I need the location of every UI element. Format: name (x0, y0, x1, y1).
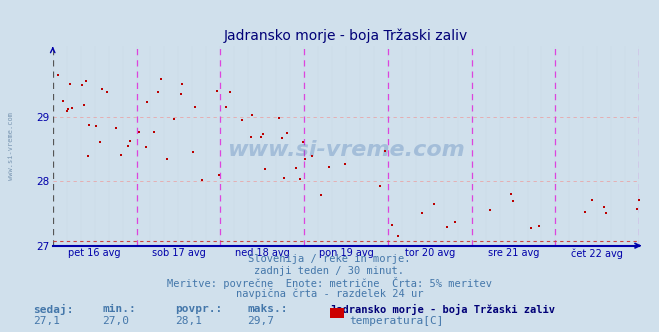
Point (111, 125, 121, 130)
Point (259, 167, 270, 172)
Point (506, 191, 517, 196)
Point (587, 197, 597, 203)
Point (84, 123, 95, 128)
Text: 27,1: 27,1 (33, 316, 60, 326)
Text: 29,7: 29,7 (247, 316, 274, 326)
Point (392, 233, 403, 238)
Text: Jadransko morje - boja Tržaski zaliv: Jadransko morje - boja Tržaski zaliv (330, 304, 554, 315)
Point (258, 131, 268, 137)
Point (634, 198, 645, 203)
Point (429, 201, 440, 206)
Text: temperatura[C]: temperatura[C] (349, 316, 444, 326)
Text: Slovenija / reke in morje.: Slovenija / reke in morje. (248, 254, 411, 264)
Point (79, 102, 90, 107)
Point (380, 148, 391, 153)
Text: maks.:: maks.: (247, 304, 287, 314)
Point (599, 205, 610, 210)
Point (149, 130, 159, 135)
Text: 27,0: 27,0 (102, 316, 129, 326)
Point (273, 115, 284, 121)
Point (125, 138, 135, 144)
Point (375, 183, 386, 188)
Text: povpr.:: povpr.: (175, 304, 222, 314)
Point (387, 222, 397, 227)
Point (95, 139, 105, 144)
Point (214, 172, 224, 178)
Point (245, 134, 256, 140)
Text: 28,1: 28,1 (175, 316, 202, 326)
Point (237, 118, 247, 123)
Point (295, 177, 305, 182)
Point (156, 76, 167, 82)
Point (247, 112, 258, 118)
Point (525, 226, 536, 231)
Point (140, 144, 151, 149)
Point (80, 79, 91, 84)
Point (291, 165, 301, 170)
Point (417, 210, 428, 215)
Point (63, 106, 74, 112)
Point (161, 156, 172, 161)
Point (123, 143, 133, 149)
Point (508, 198, 519, 204)
Point (534, 224, 545, 229)
Point (175, 92, 186, 97)
Point (91, 124, 101, 129)
Text: sedaj:: sedaj: (33, 304, 73, 315)
Point (315, 193, 326, 198)
Point (282, 130, 293, 136)
Point (580, 210, 590, 215)
Point (485, 208, 496, 213)
Text: www.si-vreme.com: www.si-vreme.com (227, 140, 465, 160)
Point (224, 89, 235, 94)
Point (58, 99, 69, 104)
Point (212, 88, 223, 94)
Point (300, 156, 310, 162)
Point (177, 82, 188, 87)
Point (450, 219, 461, 224)
Point (279, 176, 289, 181)
Point (189, 104, 200, 109)
Point (61, 108, 72, 114)
Point (142, 99, 152, 105)
Text: navpična črta - razdelek 24 ur: navpična črta - razdelek 24 ur (236, 289, 423, 299)
Point (67, 105, 77, 111)
Point (96, 87, 107, 92)
Point (324, 164, 335, 169)
Point (306, 154, 317, 159)
Title: Jadransko morje - boja Tržaski zaliv: Jadransko morje - boja Tržaski zaliv (224, 28, 468, 42)
Point (221, 104, 231, 110)
Text: min.:: min.: (102, 304, 136, 314)
Point (152, 89, 163, 95)
Point (632, 206, 643, 211)
Point (65, 81, 76, 86)
Point (442, 224, 452, 229)
Point (168, 116, 179, 121)
Text: zadnji teden / 30 minut.: zadnji teden / 30 minut. (254, 266, 405, 276)
Point (340, 162, 351, 167)
Text: Meritve: povrečne  Enote: metrične  Črta: 5% meritev: Meritve: povrečne Enote: metrične Črta: … (167, 277, 492, 289)
Point (53, 72, 63, 78)
Point (277, 135, 287, 140)
Point (101, 90, 112, 95)
Point (133, 129, 144, 134)
Point (77, 83, 88, 88)
Point (196, 177, 207, 183)
Point (298, 140, 308, 145)
Point (82, 154, 93, 159)
Text: www.si-vreme.com: www.si-vreme.com (8, 112, 14, 180)
Point (116, 152, 127, 157)
Point (601, 211, 612, 216)
Point (188, 149, 198, 154)
Point (256, 135, 266, 140)
